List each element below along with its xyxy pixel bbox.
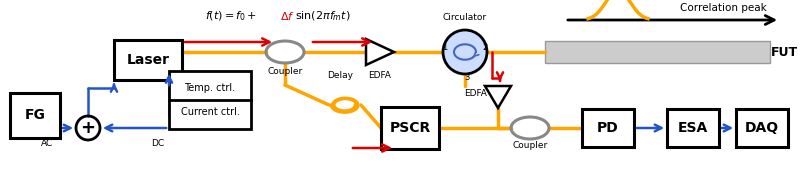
FancyBboxPatch shape bbox=[10, 93, 60, 137]
Text: +: + bbox=[81, 119, 95, 137]
FancyBboxPatch shape bbox=[381, 107, 439, 149]
FancyBboxPatch shape bbox=[582, 109, 634, 147]
Text: Coupler: Coupler bbox=[512, 140, 548, 150]
Text: Current ctrl.: Current ctrl. bbox=[181, 107, 239, 117]
Text: PD: PD bbox=[597, 121, 619, 135]
Text: FG: FG bbox=[25, 108, 46, 122]
Text: Coupler: Coupler bbox=[267, 67, 302, 77]
Polygon shape bbox=[366, 39, 394, 65]
FancyBboxPatch shape bbox=[545, 41, 770, 63]
Polygon shape bbox=[485, 86, 511, 108]
Text: 3: 3 bbox=[464, 74, 470, 82]
Text: Temp. ctrl.: Temp. ctrl. bbox=[185, 83, 235, 93]
Text: AC: AC bbox=[41, 138, 53, 148]
Circle shape bbox=[443, 30, 487, 74]
Text: EDFA: EDFA bbox=[465, 90, 487, 98]
Text: $\Delta f$: $\Delta f$ bbox=[280, 10, 295, 22]
Text: DAQ: DAQ bbox=[745, 121, 779, 135]
Text: Delay: Delay bbox=[327, 70, 353, 80]
Text: Circulator: Circulator bbox=[443, 14, 487, 22]
Text: EDFA: EDFA bbox=[369, 70, 391, 80]
Text: FUT: FUT bbox=[770, 46, 798, 59]
Text: 2: 2 bbox=[482, 43, 488, 53]
Text: Correlation peak: Correlation peak bbox=[680, 3, 766, 13]
Text: $\mathrm{sin}(2\pi f_m t)$: $\mathrm{sin}(2\pi f_m t)$ bbox=[295, 9, 350, 23]
Text: ESA: ESA bbox=[678, 121, 708, 135]
Text: $f(t) = f_0 + $: $f(t) = f_0 + $ bbox=[205, 9, 257, 23]
FancyBboxPatch shape bbox=[169, 71, 251, 129]
FancyBboxPatch shape bbox=[736, 109, 788, 147]
FancyBboxPatch shape bbox=[667, 109, 719, 147]
Text: Laser: Laser bbox=[126, 53, 170, 67]
FancyBboxPatch shape bbox=[114, 40, 182, 80]
Text: 1: 1 bbox=[442, 43, 448, 53]
Text: DC: DC bbox=[151, 138, 165, 148]
Text: PSCR: PSCR bbox=[390, 121, 430, 135]
